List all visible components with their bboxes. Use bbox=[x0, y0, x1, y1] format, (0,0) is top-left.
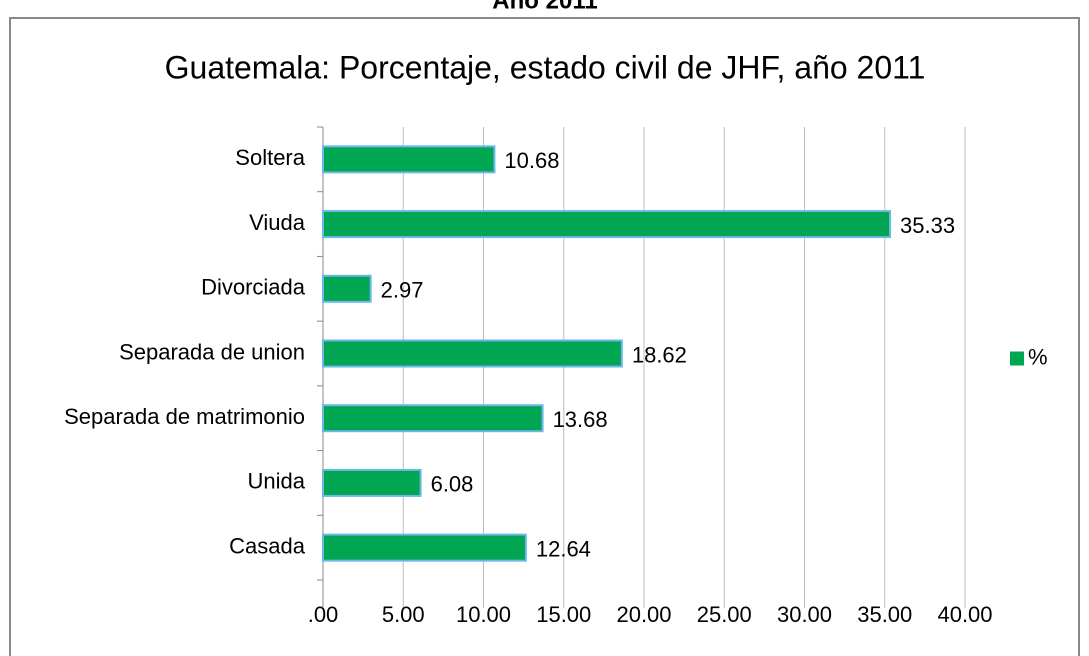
x-tick-label: 35.00 bbox=[857, 602, 912, 627]
y-tick-label: Separada de matrimonio bbox=[64, 404, 305, 429]
data-label: 10.68 bbox=[504, 148, 559, 173]
y-tick-label: Separada de union bbox=[119, 339, 305, 364]
bar bbox=[322, 533, 527, 562]
x-tick-label: 5.00 bbox=[382, 602, 425, 627]
x-tick-label: 15.00 bbox=[536, 602, 591, 627]
bar bbox=[322, 468, 422, 497]
chart-frame bbox=[9, 17, 1080, 656]
y-tick-label: Soltera bbox=[235, 145, 305, 170]
legend-swatch bbox=[1010, 351, 1024, 366]
data-label: 2.97 bbox=[381, 278, 424, 303]
bar bbox=[322, 339, 623, 368]
x-tick-label: 20.00 bbox=[616, 602, 671, 627]
data-label: 18.62 bbox=[632, 342, 687, 367]
x-tick-label: 40.00 bbox=[937, 602, 992, 627]
data-label: 35.33 bbox=[900, 213, 955, 238]
y-tick-label: Divorciada bbox=[201, 275, 306, 300]
chart-title: Guatemala: Porcentaje, estado civil de J… bbox=[165, 49, 926, 85]
x-tick-label: 25.00 bbox=[697, 602, 752, 627]
bar bbox=[322, 274, 372, 303]
bar bbox=[322, 404, 544, 433]
legend-label: % bbox=[1028, 344, 1048, 369]
bar bbox=[322, 145, 496, 174]
x-tick-label: 30.00 bbox=[777, 602, 832, 627]
caption: Año 2011 bbox=[492, 0, 597, 14]
y-tick-label: Viuda bbox=[249, 210, 306, 235]
data-label: 12.64 bbox=[536, 536, 591, 561]
bar bbox=[322, 210, 892, 239]
x-tick-label: 10.00 bbox=[456, 602, 511, 627]
y-tick-label: Casada bbox=[229, 533, 306, 558]
data-label: 6.08 bbox=[431, 472, 474, 497]
y-tick-label: Unida bbox=[248, 469, 306, 494]
data-label: 13.68 bbox=[553, 407, 608, 432]
